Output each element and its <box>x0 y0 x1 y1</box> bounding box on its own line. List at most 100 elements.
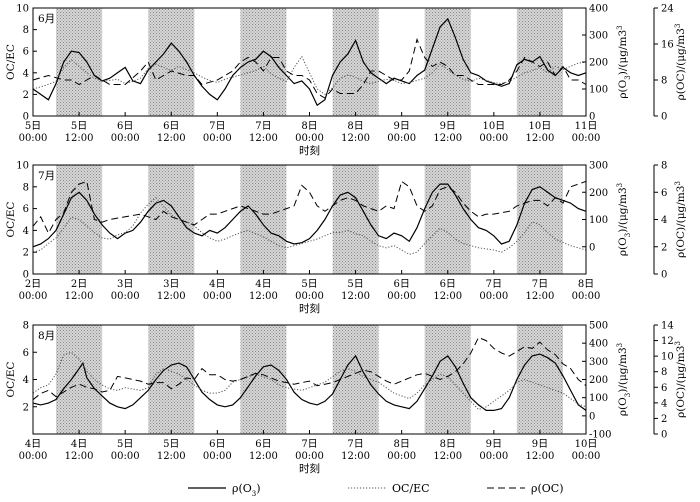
x-tick-day-label: 2日 <box>71 279 87 290</box>
x-tick-day-label: 7日 <box>532 279 548 290</box>
x-tick-day-label: 8日 <box>393 439 409 450</box>
legend-label-1: OC/EC <box>392 482 430 495</box>
y-left-tick-label: 8 <box>23 25 29 36</box>
x-tick-time-label: 12:00 <box>65 451 94 462</box>
x-tick-time-label: 12:00 <box>433 133 462 144</box>
series-line-ocec <box>32 197 587 255</box>
y-o3-tick-label: 100 <box>589 85 608 96</box>
x-tick-time-label: 12:00 <box>157 291 186 302</box>
y-oc-axis-label: ρ(OC)/(μg/m33 <box>674 24 687 101</box>
daytime-band <box>424 325 471 434</box>
y-left-tick-label: 8 <box>23 182 29 193</box>
y-o3-axis-label: ρ(O3)/(μg/m33 <box>616 25 632 98</box>
y-oc-tick-label: 0 <box>661 270 667 281</box>
y-o3-tick-label: 200 <box>589 375 608 386</box>
y-oc-tick-label: 10 <box>661 352 674 363</box>
y-left-tick-label: 6 <box>23 204 29 215</box>
x-tick-day-label: 7日 <box>255 121 271 132</box>
y-left-tick-label: 10 <box>16 161 29 172</box>
panel-month-label: 8月 <box>38 330 55 342</box>
y-o3-tick-label: -100 <box>589 430 611 441</box>
y-o3-tick-label: 400 <box>589 4 608 15</box>
x-tick-time-label: 00:00 <box>19 133 48 144</box>
chart-panel-2: 02468100100200300024682日00:002日12:003日00… <box>5 161 687 316</box>
x-tick-time-label: 12:00 <box>341 133 370 144</box>
y-oc-tick-label: 0 <box>661 430 667 441</box>
x-tick-day-label: 4日 <box>25 439 41 450</box>
y-oc-tick-label: 2 <box>661 242 667 253</box>
x-tick-time-label: 00:00 <box>295 451 324 462</box>
daytime-band <box>56 325 103 434</box>
legend-label-2: ρ(OC) <box>531 482 563 495</box>
x-tick-time-label: 00:00 <box>295 291 324 302</box>
x-tick-time-label: 12:00 <box>157 133 186 144</box>
daytime-band <box>240 325 287 434</box>
y-left-axis-label: OC/EC <box>5 362 17 398</box>
x-tick-day-label: 7日 <box>301 439 317 450</box>
y-o3-tick-label: 200 <box>589 58 608 69</box>
x-axis-label: 时刻 <box>299 302 320 315</box>
x-tick-day-label: 9日 <box>486 439 502 450</box>
y-left-tick-label: 6 <box>23 47 29 58</box>
plot-frame <box>32 164 587 275</box>
y-left-tick-label: 8 <box>23 321 29 332</box>
y-o3-tick-label: 300 <box>589 31 608 42</box>
series-line-ocec <box>32 351 587 411</box>
x-tick-day-label: 6日 <box>209 439 225 450</box>
x-tick-time-label: 12:00 <box>526 291 555 302</box>
y-o3-tick-label: 500 <box>589 321 608 332</box>
y-oc-tick-label: 16 <box>661 40 674 51</box>
x-tick-day-label: 9日 <box>440 121 456 132</box>
y-o3-tick-label: 0 <box>589 242 595 253</box>
plot-frame <box>32 7 587 117</box>
x-tick-time-label: 00:00 <box>479 451 508 462</box>
x-tick-day-label: 10日 <box>482 121 505 132</box>
x-tick-day-label: 3日 <box>163 279 179 290</box>
x-tick-time-label: 00:00 <box>111 133 140 144</box>
x-tick-time-label: 00:00 <box>479 133 508 144</box>
x-tick-day-label: 5日 <box>117 439 133 450</box>
x-tick-time-label: 12:00 <box>249 291 278 302</box>
y-o3-axis-label: ρ(O3)/(μg/m33 <box>616 183 632 256</box>
series-line-oc <box>32 37 587 99</box>
x-tick-day-label: 2日 <box>25 279 41 290</box>
y-left-tick-label: 4 <box>23 375 29 386</box>
x-tick-day-label: 6日 <box>117 121 133 132</box>
x-tick-time-label: 12:00 <box>249 451 278 462</box>
series-line-o3 <box>32 183 587 248</box>
y-left-tick-label: 0 <box>23 112 29 123</box>
x-tick-time-label: 00:00 <box>203 291 232 302</box>
x-tick-time-label: 00:00 <box>387 291 416 302</box>
daytime-band <box>424 165 471 274</box>
x-tick-day-label: 7日 <box>486 279 502 290</box>
x-tick-time-label: 00:00 <box>203 133 232 144</box>
daytime-band <box>332 8 379 116</box>
y-oc-tick-label: 6 <box>661 188 667 199</box>
y-oc-tick-label: 8 <box>661 76 667 87</box>
x-tick-time-label: 00:00 <box>203 451 232 462</box>
x-tick-time-label: 12:00 <box>341 451 370 462</box>
x-tick-day-label: 4日 <box>255 279 271 290</box>
y-oc-tick-label: 0 <box>661 112 667 123</box>
x-tick-time-label: 00:00 <box>479 291 508 302</box>
y-oc-tick-label: 12 <box>661 336 674 347</box>
daytime-band <box>56 8 103 116</box>
x-tick-day-label: 5日 <box>301 279 317 290</box>
x-tick-day-label: 4日 <box>71 439 87 450</box>
daytime-band <box>332 165 379 274</box>
x-tick-day-label: 6日 <box>255 439 271 450</box>
x-tick-time-label: 12:00 <box>526 451 555 462</box>
y-oc-tick-label: 14 <box>661 321 674 332</box>
series-line-o3 <box>32 17 587 107</box>
y-o3-tick-label: 0 <box>589 411 595 422</box>
daytime-band <box>516 165 563 274</box>
x-tick-day-label: 10日 <box>529 121 552 132</box>
x-tick-time-label: 00:00 <box>111 451 140 462</box>
x-tick-day-label: 4日 <box>209 279 225 290</box>
chart-panel-1: 024681001002003004000816245日00:005日12:00… <box>5 4 687 158</box>
x-tick-day-label: 3日 <box>117 279 133 290</box>
x-tick-day-label: 8日 <box>578 279 594 290</box>
x-tick-time-label: 12:00 <box>526 133 555 144</box>
x-tick-day-label: 9日 <box>393 121 409 132</box>
x-tick-day-label: 6日 <box>440 279 456 290</box>
